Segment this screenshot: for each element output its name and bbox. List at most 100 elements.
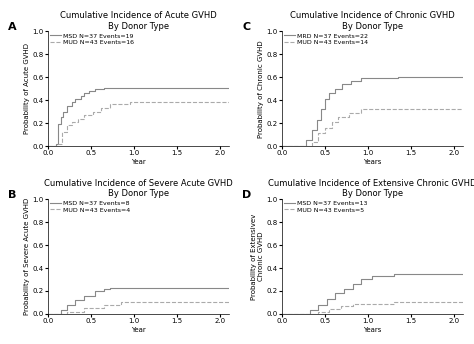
MUD N=43 Events=14: [460, 107, 466, 111]
MSD N=37 Events=8: [101, 289, 107, 293]
Title: Cumulative Incidence of Extensive Chronic GVHD
By Donor Type: Cumulative Incidence of Extensive Chroni…: [268, 179, 474, 198]
MSD N=37 Events=19: [58, 115, 64, 119]
MSD N=37 Events=8: [73, 303, 78, 307]
X-axis label: Year: Year: [131, 159, 146, 165]
MUD N=43 Events=14: [335, 120, 341, 124]
MUD N=43 Events=16: [99, 110, 104, 114]
MUD N=43 Events=16: [90, 110, 95, 114]
MUD N=43 Events=16: [107, 101, 113, 106]
Y-axis label: Probability of Chronic GVHD: Probability of Chronic GVHD: [258, 40, 264, 138]
X-axis label: Years: Years: [363, 327, 382, 333]
MUD N=43 Events=4: [118, 303, 124, 307]
MRD N=37 Events=22: [348, 82, 354, 86]
MSD N=37 Events=19: [69, 100, 75, 105]
MSD N=37 Events=19: [64, 110, 70, 114]
MUD N=43 Events=5: [315, 312, 321, 316]
Legend: MRD N=37 Events=22, MUD N=43 Events=14: MRD N=37 Events=22, MUD N=43 Events=14: [283, 33, 369, 45]
MSD N=37 Events=13: [341, 287, 347, 291]
MSD N=37 Events=19: [101, 87, 107, 91]
Line: MUD N=43 Events=16: MUD N=43 Events=16: [48, 103, 228, 146]
MSD N=37 Events=8: [92, 293, 98, 298]
MUD N=43 Events=5: [338, 307, 344, 311]
MUD N=43 Events=4: [118, 300, 124, 304]
MUD N=43 Events=16: [75, 120, 81, 124]
MUD N=43 Events=16: [81, 113, 87, 117]
MUD N=43 Events=16: [69, 120, 75, 124]
MSD N=37 Events=19: [45, 144, 51, 148]
Line: MUD N=43 Events=14: MUD N=43 Events=14: [282, 109, 463, 146]
Y-axis label: Probability of Extensivev
Chronic GVHD: Probability of Extensivev Chronic GVHD: [251, 213, 264, 300]
MSD N=37 Events=13: [324, 297, 330, 301]
MRD N=37 Events=22: [395, 75, 401, 79]
MRD N=37 Events=22: [310, 128, 315, 132]
MUD N=43 Events=14: [279, 144, 285, 148]
MUD N=43 Events=16: [64, 130, 70, 135]
MUD N=43 Events=4: [64, 312, 70, 316]
MSD N=37 Events=8: [73, 298, 78, 302]
MSD N=37 Events=13: [333, 291, 338, 295]
MUD N=43 Events=16: [55, 142, 61, 146]
MSD N=37 Events=13: [315, 303, 321, 307]
Title: Cumulative Incidence of Acute GVHD
By Donor Type: Cumulative Incidence of Acute GVHD By Do…: [60, 11, 217, 31]
MSD N=37 Events=19: [78, 97, 83, 101]
MRD N=37 Events=22: [339, 87, 345, 91]
MSD N=37 Events=19: [78, 94, 83, 98]
MSD N=37 Events=13: [460, 272, 466, 276]
MRD N=37 Events=22: [333, 91, 338, 95]
MUD N=43 Events=14: [315, 139, 321, 143]
MSD N=37 Events=19: [61, 115, 66, 119]
MSD N=37 Events=19: [53, 144, 58, 148]
MUD N=43 Events=14: [322, 126, 328, 130]
MSD N=37 Events=19: [92, 89, 98, 93]
Text: A: A: [8, 22, 17, 32]
Line: MRD N=37 Events=22: MRD N=37 Events=22: [282, 77, 463, 146]
MUD N=43 Events=14: [310, 144, 315, 148]
MUD N=43 Events=14: [310, 139, 315, 143]
MUD N=43 Events=16: [69, 123, 75, 128]
MUD N=43 Events=16: [226, 100, 231, 105]
MSD N=37 Events=8: [226, 286, 231, 290]
MUD N=43 Events=5: [391, 300, 397, 304]
MSD N=37 Events=8: [81, 298, 87, 302]
MUD N=43 Events=14: [335, 115, 341, 119]
MUD N=43 Events=14: [315, 131, 321, 136]
MUD N=43 Events=4: [64, 310, 70, 314]
MRD N=37 Events=22: [303, 144, 309, 148]
MRD N=37 Events=22: [279, 144, 285, 148]
Text: D: D: [242, 190, 252, 200]
MSD N=37 Events=19: [86, 91, 92, 95]
MRD N=37 Events=22: [318, 107, 324, 111]
MSD N=37 Events=19: [55, 122, 61, 126]
Line: MUD N=43 Events=5: MUD N=43 Events=5: [282, 302, 463, 314]
MSD N=37 Events=19: [226, 86, 231, 90]
MRD N=37 Events=22: [358, 78, 364, 83]
MRD N=37 Events=22: [339, 82, 345, 86]
MUD N=43 Events=16: [60, 130, 65, 135]
Line: MSD N=37 Events=8: MSD N=37 Events=8: [48, 288, 228, 314]
MUD N=43 Events=5: [279, 312, 285, 316]
MRD N=37 Events=22: [314, 118, 319, 122]
MUD N=43 Events=16: [90, 113, 95, 117]
MSD N=37 Events=8: [58, 312, 64, 316]
MSD N=37 Events=8: [107, 287, 113, 291]
MSD N=37 Events=13: [324, 303, 330, 307]
Y-axis label: Probability of Acute GVHD: Probability of Acute GVHD: [24, 43, 30, 134]
MSD N=37 Events=13: [358, 277, 364, 281]
MUD N=43 Events=4: [45, 312, 51, 316]
MUD N=43 Events=4: [81, 306, 87, 310]
MSD N=37 Events=19: [55, 142, 61, 146]
MSD N=37 Events=19: [58, 122, 64, 126]
MSD N=37 Events=19: [69, 104, 75, 108]
MSD N=37 Events=13: [358, 282, 364, 286]
MUD N=43 Events=16: [64, 123, 70, 128]
MUD N=43 Events=4: [101, 303, 107, 307]
MUD N=43 Events=16: [127, 101, 133, 106]
MUD N=43 Events=14: [346, 115, 352, 119]
MUD N=43 Events=14: [358, 107, 364, 111]
MUD N=43 Events=16: [107, 106, 113, 110]
MUD N=43 Events=14: [329, 126, 335, 130]
MSD N=37 Events=13: [350, 287, 356, 291]
Legend: MSD N=37 Events=8, MUD N=43 Events=4: MSD N=37 Events=8, MUD N=43 Events=4: [49, 200, 131, 213]
MSD N=37 Events=19: [53, 142, 58, 146]
MSD N=37 Events=13: [370, 274, 375, 278]
